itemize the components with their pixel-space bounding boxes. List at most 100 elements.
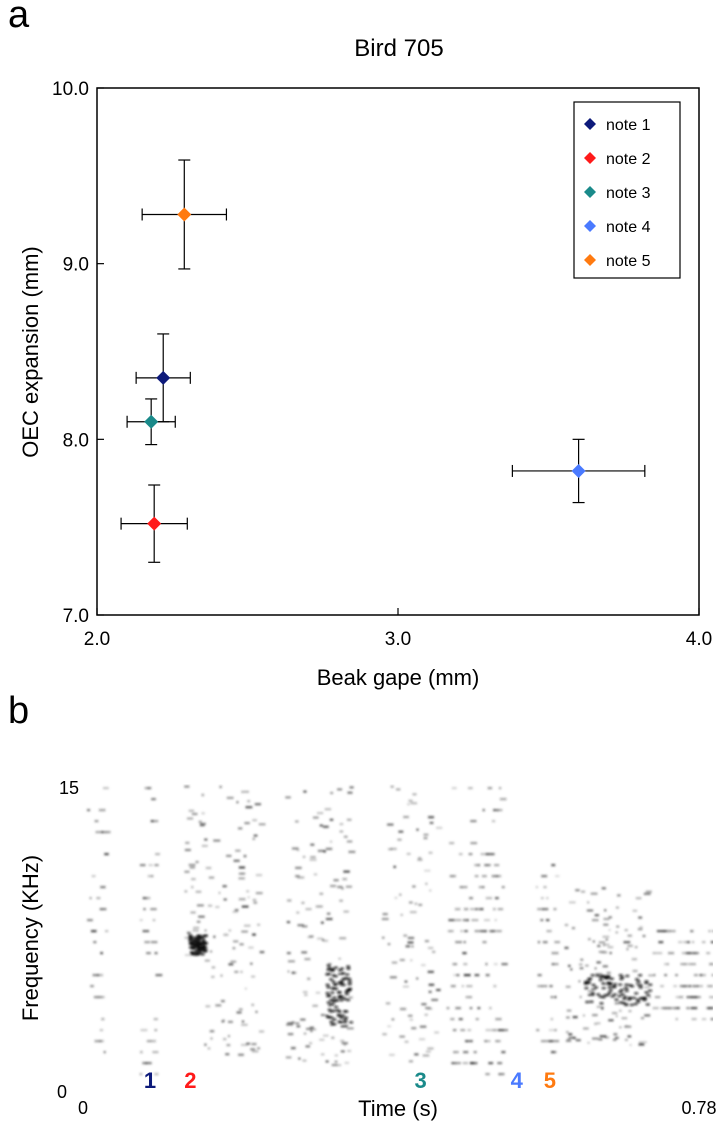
spectrogram-cell [608, 1019, 614, 1022]
spectrogram-cell [681, 952, 687, 955]
chart-title: Bird 705 [354, 35, 443, 62]
spectrogram-cell [596, 1005, 604, 1008]
spectrogram-cell [309, 1042, 313, 1045]
spectrogram-cell [329, 1020, 334, 1023]
spectrogram-cell [617, 994, 622, 998]
spectrogram-cell [292, 847, 299, 850]
spectrogram-cell [702, 974, 706, 977]
spectrogram-cell [501, 886, 505, 889]
legend-label: note 2 [606, 151, 651, 168]
spectrogram-cell [412, 885, 416, 888]
spectrogram-cell [687, 1007, 692, 1010]
spectrogram-cell [312, 1004, 318, 1007]
spectrogram-cell [343, 835, 348, 838]
spectrogram-cell [398, 830, 404, 833]
spectrogram-cell [446, 1007, 450, 1010]
spectrogram-cell [591, 983, 596, 987]
spectrogram-cell [195, 929, 199, 932]
spectrogram-cell [481, 930, 486, 933]
spectrogram-cell [292, 971, 295, 974]
spectrogram-cell [228, 963, 234, 966]
spectrogram-cell [104, 853, 109, 856]
spectrogram-cell [602, 983, 609, 986]
spectrogram-cell [301, 901, 305, 904]
spectrogram-cell [666, 930, 672, 933]
spectrogram-cell [620, 993, 625, 996]
spectrogram-cell [252, 819, 257, 822]
spectrogram-cell [385, 1002, 391, 1005]
spectrogram-cell [460, 1029, 466, 1032]
spectrogram-cell [337, 788, 343, 791]
spectrogram-cell [184, 870, 190, 873]
spectrogram-cell [546, 919, 550, 922]
spectrogram-cell [462, 919, 469, 922]
spectrogram-cell [469, 1040, 473, 1043]
spectrogram-cell [288, 960, 295, 963]
spectrogram-cell [221, 1000, 225, 1003]
spectrogram-cell [427, 946, 434, 950]
spectrogram-cell [686, 996, 693, 999]
spectrogram-cell [343, 870, 350, 873]
spectrogram-cell [464, 930, 468, 933]
spectrogram-cell [399, 1035, 405, 1038]
spectrogram-cell [486, 853, 494, 856]
spectrogram-cell [310, 1029, 313, 1033]
spectrogram-cell [492, 820, 496, 823]
spectrogram-cell [551, 864, 556, 867]
spectrogram-cell [184, 936, 191, 939]
spectrogram-cell [215, 905, 220, 909]
spectrogram-cell [474, 1062, 478, 1065]
spectrogram-cell [257, 1047, 260, 1050]
spectrogram-cell [336, 1013, 341, 1017]
spectrogram-cell [347, 980, 352, 983]
spectrogram-cell [592, 1037, 599, 1040]
spectrogram-cell [428, 983, 435, 986]
spectrogram-cell [460, 930, 463, 933]
spectrogram-cell [612, 985, 617, 988]
spectrogram-cell [140, 1029, 148, 1032]
spectrogram-cell [615, 931, 618, 934]
spectrogram-cell [551, 952, 559, 955]
spectrogram-cell [309, 858, 317, 861]
spectrogram-cell [458, 1062, 461, 1065]
spectrogram-cell [448, 919, 455, 922]
spectrogram-cell [330, 840, 333, 843]
frequency-tick-label: 0 [57, 1082, 67, 1102]
spectrogram-cell [303, 790, 307, 793]
spectrogram-cell [338, 957, 342, 960]
spectrogram-cell [201, 844, 208, 847]
spectrogram-cell [233, 940, 239, 943]
data-point-note-5 [141, 159, 228, 270]
spectrogram-cell [207, 1047, 211, 1050]
spectrogram-cell [455, 1007, 461, 1010]
spectrogram-cell [259, 951, 265, 954]
spectrogram-cell [543, 886, 547, 889]
spectrogram-cell [193, 926, 200, 929]
spectrogram-cell [464, 908, 469, 911]
legend-item-note-4: note 4 [584, 219, 651, 236]
spectrogram-cell [238, 872, 244, 875]
spectrogram-cell [690, 930, 694, 933]
spectrogram-cell [348, 996, 353, 999]
spectrogram-cell [425, 882, 428, 885]
spectrogram-cell [656, 930, 664, 933]
spectrogram-cell [339, 937, 347, 940]
spectrogram-cell [406, 852, 411, 855]
spectrogram-cell [675, 1018, 678, 1021]
spectrogram-cell [677, 996, 684, 999]
spectrogram-cell [469, 1007, 473, 1010]
spectrogram-cell [461, 985, 464, 988]
spectrogram-cell [462, 952, 467, 955]
spectrogram-cell [590, 892, 598, 895]
spectrogram-cell [451, 875, 454, 878]
legend-marker [584, 118, 596, 130]
spectrogram-cell [238, 877, 245, 880]
spectrogram-cell [349, 1021, 354, 1024]
spectrogram-cell [603, 943, 610, 946]
spectrogram-cell [338, 969, 343, 972]
spectrogram-cell [286, 1023, 294, 1026]
spectrogram-cell [184, 785, 190, 788]
spectrogram-cell [140, 1051, 143, 1054]
spectrogram-cell [205, 866, 212, 870]
scatter-chart: Bird 705 2.0 3.0 4.0 7.0 8.0 9.0 10.0 Beak gap… [18, 35, 712, 690]
